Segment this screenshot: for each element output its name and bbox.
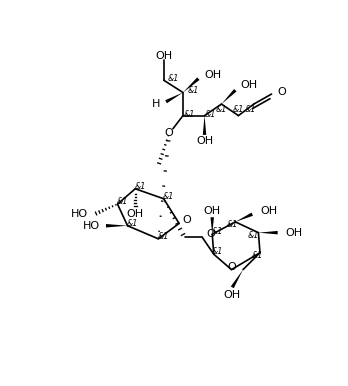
Text: H: H (151, 99, 160, 109)
Text: &1: &1 (134, 182, 145, 191)
Text: &1: &1 (248, 231, 260, 240)
Text: &1: &1 (211, 227, 222, 236)
Text: &1: &1 (204, 110, 216, 119)
Text: OH: OH (204, 206, 221, 216)
Text: &1: &1 (117, 197, 128, 207)
Text: OH: OH (224, 290, 241, 300)
Polygon shape (203, 116, 206, 135)
Text: &1: &1 (216, 105, 227, 114)
Text: &1: &1 (187, 86, 199, 95)
Polygon shape (165, 93, 183, 103)
Text: OH: OH (205, 70, 222, 80)
Text: O: O (277, 87, 286, 97)
Text: HO: HO (83, 221, 100, 231)
Polygon shape (211, 217, 214, 234)
Polygon shape (106, 224, 127, 227)
Polygon shape (231, 269, 243, 288)
Polygon shape (259, 231, 278, 234)
Text: &1: &1 (126, 219, 138, 228)
Text: &1: &1 (212, 247, 223, 256)
Text: &1: &1 (183, 110, 195, 119)
Polygon shape (183, 77, 199, 93)
Text: O: O (228, 262, 237, 271)
Polygon shape (235, 213, 253, 222)
Text: O: O (165, 128, 174, 138)
Text: &1: &1 (167, 74, 179, 83)
Text: &1: &1 (163, 192, 174, 201)
Text: &1: &1 (157, 232, 169, 241)
Text: OH: OH (196, 136, 213, 146)
Text: OH: OH (285, 228, 302, 238)
Text: &1: &1 (233, 105, 244, 114)
Text: OH: OH (241, 80, 258, 90)
Text: HO: HO (71, 209, 88, 219)
Text: O: O (182, 215, 191, 225)
Text: &1: &1 (245, 105, 256, 114)
Text: O: O (206, 229, 215, 239)
Polygon shape (221, 89, 237, 104)
Text: OH: OH (127, 209, 144, 219)
Text: OH: OH (155, 51, 172, 61)
Text: &1: &1 (227, 220, 238, 229)
Text: &1: &1 (251, 251, 263, 260)
Text: OH: OH (260, 206, 277, 216)
